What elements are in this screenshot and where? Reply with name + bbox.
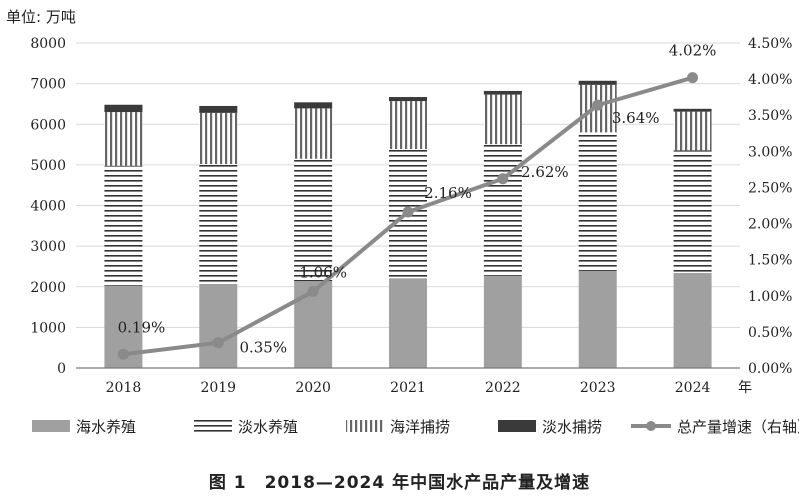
bar-segment bbox=[294, 108, 333, 159]
y2-tick-label: 2.00% bbox=[748, 217, 792, 233]
bar-segment bbox=[578, 270, 617, 368]
bar-segment bbox=[199, 105, 238, 113]
y2-tick-label: 3.50% bbox=[748, 108, 792, 124]
bar-segment bbox=[199, 112, 238, 165]
bar-segment bbox=[104, 165, 143, 286]
legend-item: 淡水捕捞 bbox=[498, 418, 602, 436]
bar-segment bbox=[199, 283, 238, 368]
legend-swatch bbox=[346, 420, 384, 432]
y-tick-label: 4000 bbox=[30, 199, 66, 215]
y2-tick-label: 1.50% bbox=[748, 253, 792, 269]
bar-segment bbox=[483, 90, 522, 95]
x-tick-label: 2024 bbox=[675, 380, 711, 396]
growth-point bbox=[307, 285, 319, 297]
bar-segment bbox=[199, 164, 238, 284]
legend-marker bbox=[646, 421, 656, 431]
growth-point bbox=[687, 72, 699, 84]
legend-swatch bbox=[498, 420, 536, 432]
bar-segment bbox=[389, 97, 427, 102]
bar-segment bbox=[389, 101, 427, 150]
y-tick-label: 6000 bbox=[30, 117, 66, 133]
x-tick-label: 2020 bbox=[295, 380, 331, 396]
axes: 0 1000 2000 3000 4000 5000 6000 7000 8000 0.00% 0.… bbox=[30, 36, 792, 396]
figure-caption: 图 1 2018—2024 年中国水产品产量及增速 bbox=[208, 473, 591, 493]
bar-segment bbox=[294, 102, 333, 109]
bar-segment bbox=[104, 104, 143, 113]
legend-item: 海洋捕捞 bbox=[346, 418, 450, 436]
bar-segment bbox=[483, 94, 522, 145]
y2-tick-label: 0.50% bbox=[748, 325, 792, 341]
bar-segment bbox=[673, 150, 712, 273]
bar-segment bbox=[578, 132, 617, 271]
x-tick-label: 2021 bbox=[390, 380, 426, 396]
growth-data-label: 3.64% bbox=[612, 109, 660, 127]
legend-label: 海洋捕捞 bbox=[390, 418, 450, 436]
y-tick-label: 1000 bbox=[30, 320, 66, 336]
growth-data-label: 1.06% bbox=[299, 263, 347, 281]
legend-swatch bbox=[194, 420, 232, 432]
x-tick-label: 2018 bbox=[106, 380, 142, 396]
x-tick-label: 2022 bbox=[485, 380, 521, 396]
growth-point bbox=[497, 173, 509, 185]
growth-line: 0.19% 0.35% 1.06% 2.16% 2.62% 3.64% 4.02% bbox=[117, 42, 717, 360]
x-tick-label: 2019 bbox=[200, 380, 236, 396]
bar-segment bbox=[294, 158, 333, 282]
growth-data-label: 2.62% bbox=[521, 163, 569, 181]
bar-segment bbox=[483, 144, 522, 276]
legend-item: 海水养殖 bbox=[32, 418, 136, 436]
y-tick-label: 0 bbox=[57, 361, 66, 377]
growth-data-label: 4.02% bbox=[669, 42, 717, 60]
bar-segment bbox=[483, 275, 522, 368]
y2-tick-label: 4.00% bbox=[748, 72, 792, 88]
y2-tick-label: 4.50% bbox=[748, 36, 792, 52]
legend-label: 海水养殖 bbox=[76, 418, 136, 436]
x-tick-label: 2023 bbox=[580, 380, 616, 396]
growth-point bbox=[592, 99, 604, 111]
bar-segment bbox=[389, 278, 427, 368]
y-tick-label: 7000 bbox=[30, 77, 66, 93]
legend-label: 淡水养殖 bbox=[238, 418, 298, 436]
y-tick-label: 2000 bbox=[30, 280, 66, 296]
growth-data-label: 0.19% bbox=[118, 318, 166, 336]
bar-segment bbox=[104, 112, 143, 166]
bars bbox=[104, 80, 712, 368]
bar-segment bbox=[673, 111, 712, 151]
legend-label: 总产量增速（右轴） bbox=[677, 418, 799, 436]
legend-label: 淡水捕捞 bbox=[542, 418, 602, 436]
y-tick-label: 8000 bbox=[30, 36, 66, 52]
y2-tick-label: 3.00% bbox=[748, 144, 792, 160]
y2-tick-label: 1.00% bbox=[748, 289, 792, 305]
growth-data-label: 0.35% bbox=[239, 339, 287, 357]
y-axis-label: 单位: 万吨 bbox=[6, 8, 76, 26]
legend: 海水养殖 淡水养殖 海洋捕捞 淡水捕捞 总产量增速（右轴） bbox=[32, 418, 799, 436]
y2-tick-label: 2.50% bbox=[748, 180, 792, 196]
bar-segment bbox=[578, 80, 617, 85]
bar-segment bbox=[673, 108, 712, 112]
bar-segment bbox=[673, 272, 712, 368]
y2-tick-label: 0.00% bbox=[748, 361, 792, 377]
y-tick-label: 5000 bbox=[30, 158, 66, 174]
legend-item: 总产量增速（右轴） bbox=[631, 418, 799, 436]
legend-swatch bbox=[32, 420, 70, 432]
legend-item: 淡水养殖 bbox=[194, 418, 298, 436]
growth-data-label: 2.16% bbox=[424, 184, 472, 202]
growth-point bbox=[212, 337, 224, 349]
growth-point bbox=[117, 348, 129, 360]
y-tick-label: 3000 bbox=[30, 239, 66, 255]
x-axis-label: 年 bbox=[738, 380, 752, 396]
growth-point bbox=[402, 206, 414, 218]
